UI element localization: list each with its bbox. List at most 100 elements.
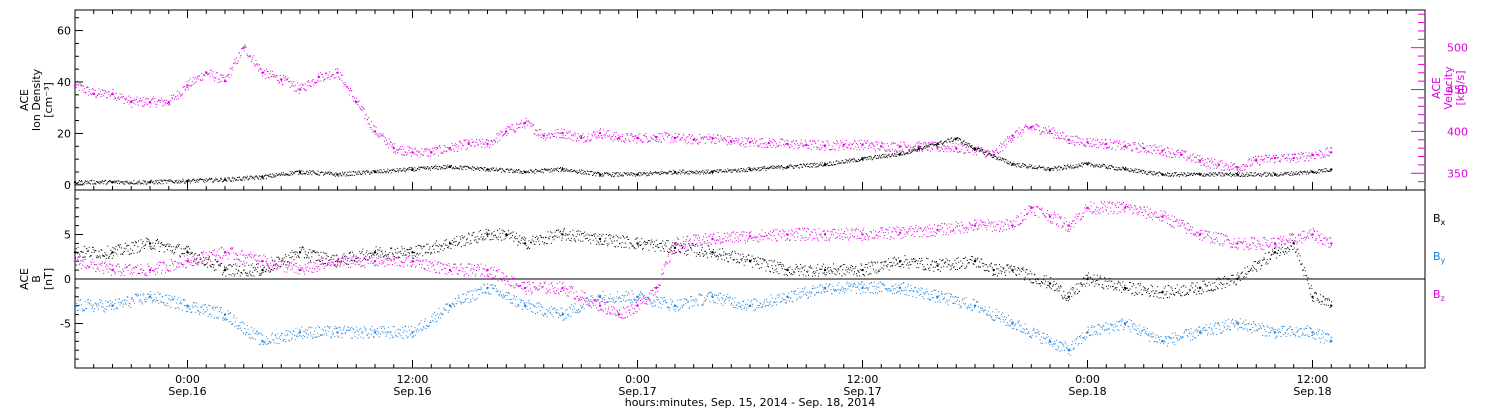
bottom-panel-series (73, 201, 1333, 356)
bx-point (823, 268, 827, 272)
bz-point (1048, 215, 1052, 218)
by-point (298, 331, 302, 334)
by-point (561, 313, 564, 316)
bx-point (673, 246, 677, 250)
field-tick-label: 0 (64, 273, 71, 286)
axis-title-line: B (30, 275, 43, 283)
bx-point (73, 251, 77, 254)
bz-point (186, 260, 189, 263)
by-point (861, 286, 864, 290)
velocity-point (1292, 156, 1295, 160)
magnetic-field-panel: -5 0 5 ACEB[nT] Bx By Bz (18, 189, 1446, 369)
bz-point (486, 268, 489, 272)
bx-point (111, 251, 114, 254)
velocity-point (1161, 149, 1164, 152)
velocity-point (505, 130, 508, 133)
time-axis: 0:00Sep.1612:00Sep.160:00Sep.1712:00Sep.… (93, 10, 1407, 398)
axis-title-line: [km/s] (1454, 70, 1467, 105)
velocity-point (711, 136, 714, 140)
velocity-point (523, 121, 527, 125)
bz-point (1161, 215, 1164, 218)
field-axis-title: ACEB[nT] (18, 268, 55, 290)
velocity-point (580, 136, 583, 140)
bx-point (561, 233, 564, 236)
time-axis-title: hours:minutes, Sep. 15, 2014 - Sep. 18, … (625, 396, 876, 409)
date-tick-label: Sep.17 (843, 385, 881, 398)
bx-point (1067, 295, 1070, 298)
by-point (223, 313, 227, 316)
bz-point (861, 233, 864, 236)
bz-series (73, 201, 1333, 319)
by-point (1311, 331, 1314, 334)
axis-title-line: ACE (1430, 77, 1443, 99)
bx-point (1123, 286, 1127, 290)
density-tick-label: 60 (57, 25, 71, 38)
bz-point (823, 233, 827, 236)
axis-title-line: Ion Density (30, 68, 43, 131)
velocity-point (1198, 159, 1202, 162)
bx-point (1086, 277, 1089, 281)
time-tick-label: 12:00 (847, 373, 879, 386)
bx-scatter (75, 228, 1333, 308)
bz-point (598, 304, 602, 307)
velocity-point (598, 131, 602, 135)
bz-point (1123, 206, 1127, 209)
bx-point (486, 233, 489, 236)
bx-point (223, 268, 227, 272)
bx-point (148, 242, 152, 245)
date-tick-label: Sep.16 (168, 385, 206, 398)
bz-point (748, 235, 752, 238)
density-tick-label: 20 (57, 127, 71, 140)
time-tick-label: 12:00 (397, 373, 429, 386)
velocity-point (1123, 145, 1127, 148)
velocity-tick-label: 350 (1447, 167, 1468, 180)
bz-point (373, 260, 377, 263)
time-tick-label: 12:00 (1297, 373, 1329, 386)
bx-point (186, 251, 189, 254)
by-point (1011, 322, 1014, 325)
bz-point (298, 268, 302, 272)
bz-point (973, 224, 977, 227)
velocity-tick-label: 400 (1447, 125, 1468, 138)
bz-point (898, 231, 902, 234)
by-point (898, 286, 902, 290)
bz-point (336, 260, 339, 263)
density-scatter (75, 137, 1333, 185)
velocity-axis-title: ACEVelocity[km/s] (1430, 66, 1467, 110)
bz-point (1311, 233, 1314, 236)
velocity-point (467, 142, 470, 146)
legend-item-bz: Bz (1433, 288, 1445, 303)
bz-point (1011, 224, 1014, 227)
bz-point (561, 286, 564, 290)
velocity-point (167, 100, 170, 104)
bx-point (636, 242, 639, 245)
bx-point (598, 237, 602, 241)
velocity-point (917, 145, 920, 148)
by-scatter (75, 281, 1333, 356)
density-point (823, 163, 827, 166)
velocity-point (130, 100, 133, 104)
bz-point (148, 268, 152, 272)
field-tick-label: -5 (60, 318, 71, 331)
bz-scatter (75, 201, 1333, 319)
date-tick-label: Sep.17 (618, 385, 656, 398)
bx-series (73, 228, 1333, 308)
velocity-tick-label: 450 (1447, 84, 1468, 97)
velocity-point (73, 84, 77, 87)
by-point (1198, 331, 1202, 334)
legend: Bx By Bz (1433, 212, 1446, 303)
velocity-point (898, 145, 902, 148)
bx-point (1236, 277, 1239, 281)
bz-point (655, 286, 658, 290)
date-tick-label: Sep.16 (393, 385, 431, 398)
velocity-scatter (75, 44, 1333, 172)
by-series (73, 281, 1333, 356)
bx-point (992, 268, 995, 272)
velocity-point (936, 146, 939, 149)
velocity-point (392, 146, 395, 150)
bz-point (636, 304, 639, 307)
date-tick-label: Sep.18 (1068, 385, 1106, 398)
bx-point (1311, 295, 1314, 298)
velocity-point (1105, 142, 1108, 146)
